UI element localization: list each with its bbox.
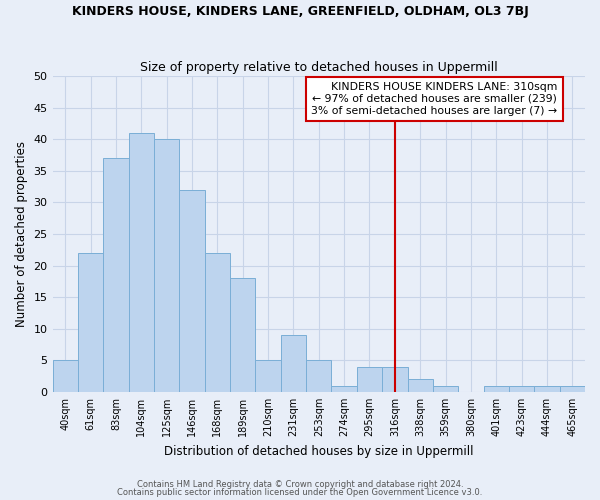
Bar	[205, 253, 230, 392]
Y-axis label: Number of detached properties: Number of detached properties	[15, 141, 28, 327]
Bar	[382, 366, 407, 392]
Text: KINDERS HOUSE, KINDERS LANE, GREENFIELD, OLDHAM, OL3 7BJ: KINDERS HOUSE, KINDERS LANE, GREENFIELD,…	[71, 5, 529, 18]
Bar	[281, 335, 306, 392]
Bar	[407, 380, 433, 392]
Text: Contains HM Land Registry data © Crown copyright and database right 2024.: Contains HM Land Registry data © Crown c…	[137, 480, 463, 489]
Bar	[509, 386, 534, 392]
Bar	[331, 386, 357, 392]
Bar	[154, 139, 179, 392]
X-axis label: Distribution of detached houses by size in Uppermill: Distribution of detached houses by size …	[164, 444, 473, 458]
Bar	[433, 386, 458, 392]
Bar	[179, 190, 205, 392]
Bar	[306, 360, 331, 392]
Text: Contains public sector information licensed under the Open Government Licence v3: Contains public sector information licen…	[118, 488, 482, 497]
Bar	[560, 386, 585, 392]
Bar	[256, 360, 281, 392]
Bar	[128, 133, 154, 392]
Bar	[230, 278, 256, 392]
Bar	[53, 360, 78, 392]
Bar	[78, 253, 103, 392]
Text: KINDERS HOUSE KINDERS LANE: 310sqm
← 97% of detached houses are smaller (239)
3%: KINDERS HOUSE KINDERS LANE: 310sqm ← 97%…	[311, 82, 557, 116]
Bar	[484, 386, 509, 392]
Title: Size of property relative to detached houses in Uppermill: Size of property relative to detached ho…	[140, 60, 497, 74]
Bar	[357, 366, 382, 392]
Bar	[534, 386, 560, 392]
Bar	[103, 158, 128, 392]
